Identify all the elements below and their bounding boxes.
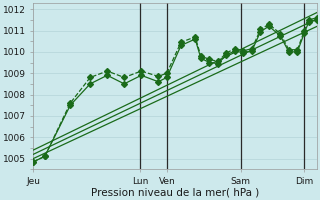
X-axis label: Pression niveau de la mer( hPa ): Pression niveau de la mer( hPa ) — [91, 187, 260, 197]
